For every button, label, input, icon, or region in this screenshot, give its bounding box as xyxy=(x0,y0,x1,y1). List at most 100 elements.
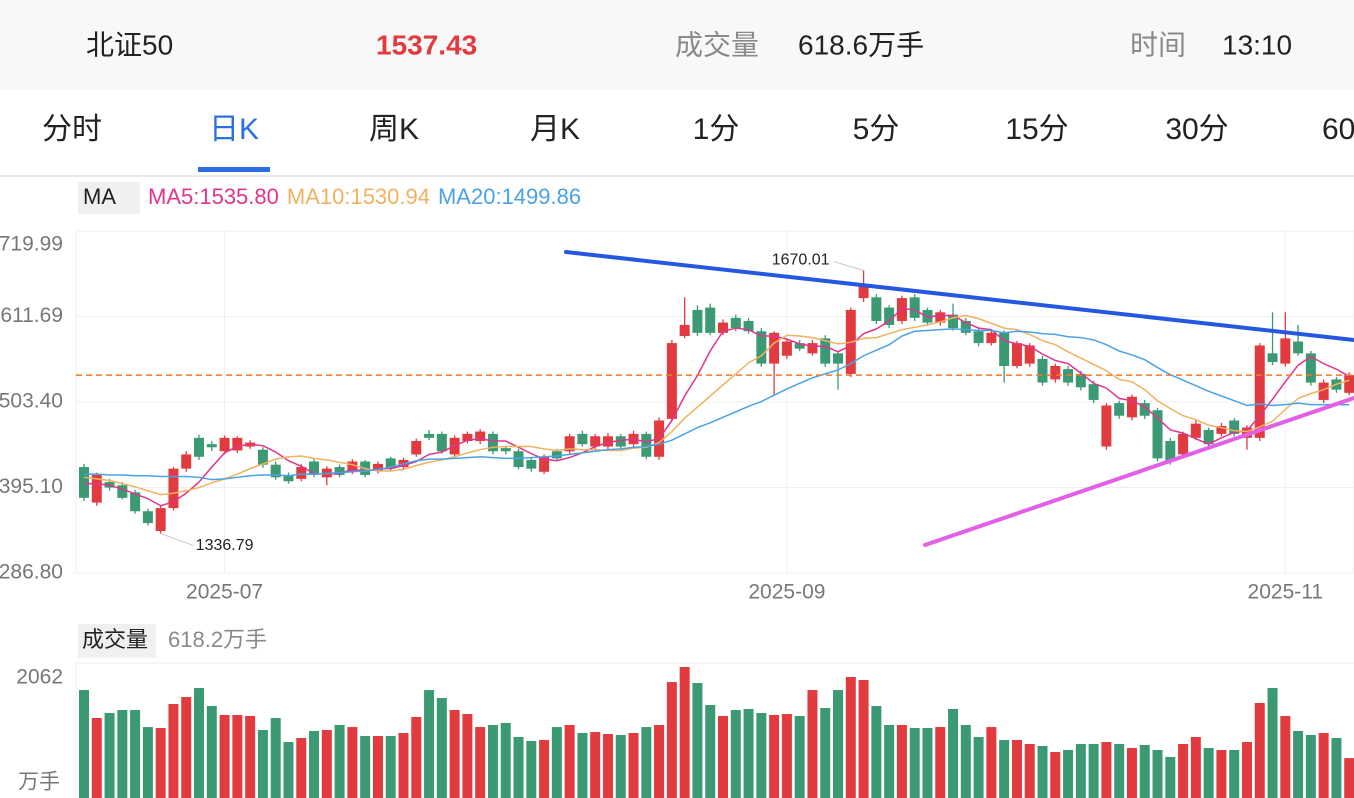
candle-body xyxy=(1165,440,1176,462)
volume-bar xyxy=(360,736,371,798)
volume-bar xyxy=(117,710,128,798)
y-tick-label: 1719.99 xyxy=(0,233,63,256)
candle-body xyxy=(168,468,179,509)
volume-bar xyxy=(424,690,435,798)
legend-entry: MA20:1499.86 xyxy=(438,184,581,209)
volume-bar xyxy=(1088,744,1099,798)
candle-body xyxy=(705,307,716,333)
trend-line xyxy=(923,396,1354,547)
volume-bar xyxy=(219,714,230,798)
tab[interactable]: 60分 xyxy=(1322,113,1354,146)
candle-body xyxy=(909,297,920,318)
candle-body xyxy=(539,456,550,472)
volume-subtitle: 618.2万手 xyxy=(168,627,267,652)
candle-body xyxy=(551,451,562,459)
tab[interactable]: 日K xyxy=(209,113,259,146)
volume-bar xyxy=(321,730,332,798)
candle-body xyxy=(871,297,882,321)
candle-body xyxy=(257,449,268,465)
volume-label-box xyxy=(78,624,156,658)
candle-body xyxy=(1114,403,1125,416)
volume-bar xyxy=(436,698,447,798)
volume-value: 618.6万手 xyxy=(798,29,924,60)
candle-body xyxy=(666,343,677,419)
volume-bar xyxy=(155,728,166,798)
volume-bar xyxy=(347,727,358,798)
volume-bar xyxy=(283,742,294,798)
candle-body xyxy=(1037,358,1048,383)
volume-bar xyxy=(1126,748,1137,798)
candle-body xyxy=(155,508,166,531)
volume-bar xyxy=(1267,688,1278,798)
candle-body xyxy=(820,338,831,364)
candle-body xyxy=(1305,353,1316,383)
volume-bar xyxy=(1114,744,1125,798)
volume-bar xyxy=(973,736,984,798)
volume-bar xyxy=(1305,734,1316,798)
volume-bar xyxy=(999,740,1010,798)
volume-bar xyxy=(679,666,690,798)
tab[interactable]: 月K xyxy=(530,113,580,146)
volume-bar xyxy=(309,730,320,798)
tab[interactable]: 15分 xyxy=(1005,113,1068,146)
volume-bar xyxy=(705,704,716,798)
candle-body xyxy=(590,436,601,447)
volume-bar xyxy=(1216,750,1227,798)
volume-bar xyxy=(769,714,780,798)
volume-bar xyxy=(270,718,281,798)
volume-bar xyxy=(1241,742,1252,798)
volume-bar xyxy=(692,682,703,798)
volume-bar xyxy=(181,696,192,798)
candle-body xyxy=(1050,365,1061,380)
volume-bar xyxy=(513,736,524,798)
volume-bar xyxy=(385,736,396,798)
candle-body xyxy=(679,324,690,336)
volume-bar xyxy=(871,706,882,798)
candle-body xyxy=(79,467,89,498)
volume-bar xyxy=(756,712,767,798)
volume-bar xyxy=(935,727,946,798)
candle-body xyxy=(833,353,844,364)
legend: MA5:1535.80 MA10:1530.94 MA20:1499.86 xyxy=(148,184,581,209)
tab[interactable]: 分时 xyxy=(42,113,102,146)
volume-bar xyxy=(168,704,179,798)
candle-body xyxy=(424,433,435,438)
volume-bar xyxy=(960,724,971,798)
candle-body xyxy=(577,433,588,445)
candle-body xyxy=(1293,341,1304,354)
volume-bar xyxy=(1229,750,1240,798)
volume-bar xyxy=(487,724,498,798)
volume-bar xyxy=(896,724,907,798)
volume-bar xyxy=(1011,740,1022,798)
volume-bar xyxy=(130,710,141,798)
volume-bar xyxy=(730,710,741,798)
x-tick-label: 2025-07 xyxy=(186,581,263,604)
tab-bar: 分时 日K 周K 月K 1分 5分 15分 30分 60分 xyxy=(42,113,1354,172)
candle-body xyxy=(641,433,652,457)
tab[interactable]: 5分 xyxy=(853,113,900,146)
volume-bar xyxy=(449,710,460,798)
candle-body xyxy=(91,474,102,503)
candle-body xyxy=(206,444,217,448)
tab[interactable]: 周K xyxy=(369,113,419,146)
candle-body xyxy=(334,467,345,475)
candle-body xyxy=(219,437,230,452)
volume-bar xyxy=(909,728,920,798)
candle-body xyxy=(1101,405,1112,447)
candle-body xyxy=(194,437,205,457)
tab[interactable]: 1分 xyxy=(693,113,740,146)
volume-bar xyxy=(475,727,486,798)
price-chart: 1286.80 1395.10 1503.40 1611.69 1719.99 2025-… xyxy=(0,230,1354,604)
volume-bar xyxy=(411,716,422,798)
volume-bar xyxy=(206,706,217,798)
candle-body xyxy=(807,343,818,354)
candle-body xyxy=(1203,429,1214,445)
candle-body xyxy=(1126,396,1137,418)
volume-bar xyxy=(948,708,959,798)
volume-bar xyxy=(718,716,728,798)
candle-body xyxy=(999,332,1010,366)
index-price: 1537.43 xyxy=(376,29,477,60)
volume-bar xyxy=(462,714,473,798)
tab[interactable]: 30分 xyxy=(1165,113,1228,146)
volume-chart: 2062 xyxy=(16,662,1354,798)
